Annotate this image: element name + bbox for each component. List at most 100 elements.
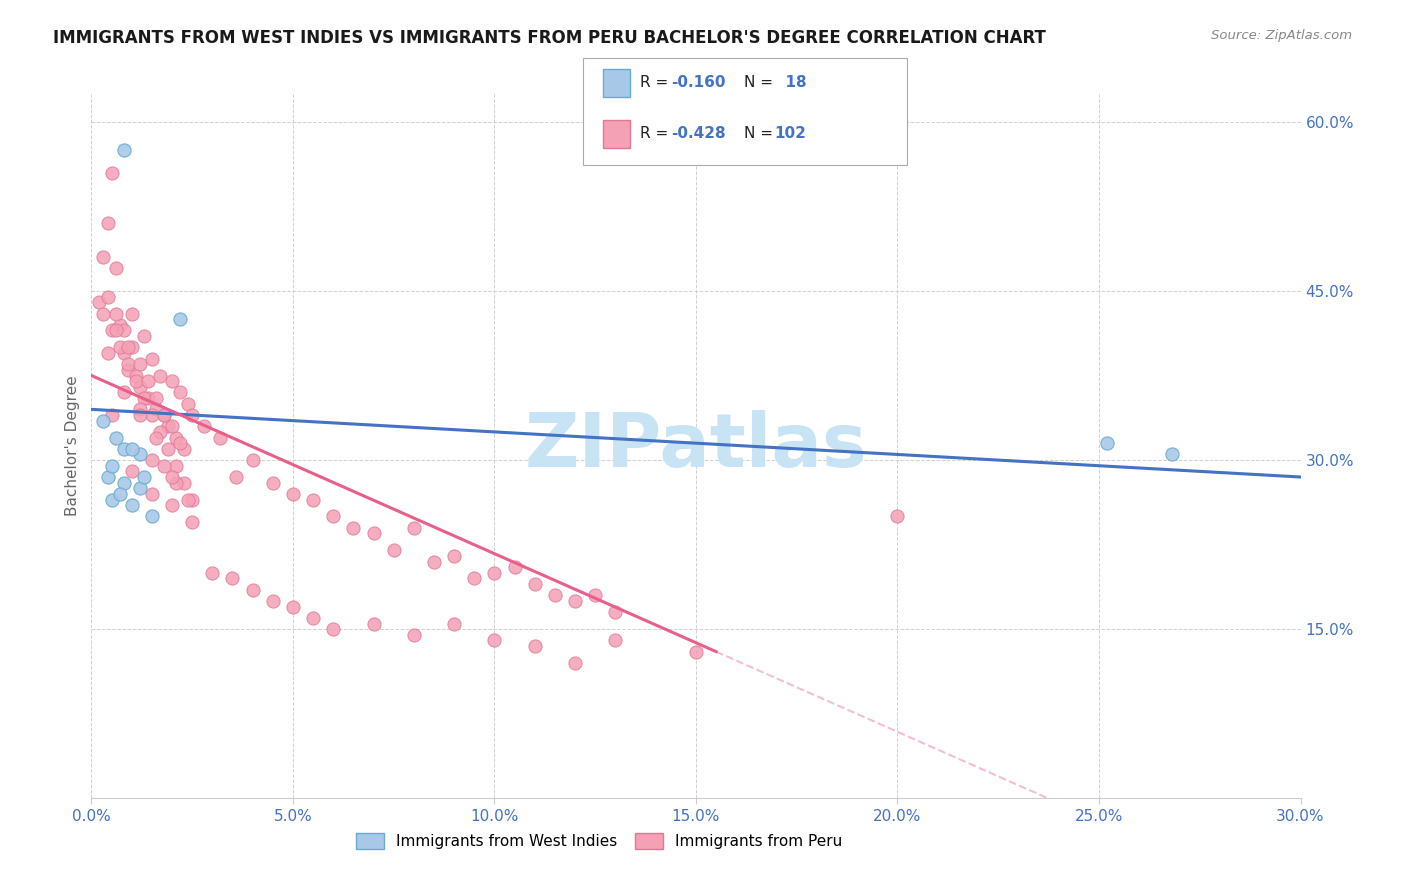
Point [96,470,118,484]
Text: IMMIGRANTS FROM WEST INDIES VS IMMIGRANTS FROM PERU BACHELOR'S DEGREE CORRELATIO: IMMIGRANTS FROM WEST INDIES VS IMMIGRANT… [53,29,1046,46]
Point [128,481,150,495]
Point [242,453,264,467]
Point [193,419,215,434]
Point [443,549,465,563]
Point [322,622,344,636]
Y-axis label: Bachelor's Degree: Bachelor's Degree [65,376,80,516]
Point [564,656,586,670]
Point [605,633,627,648]
Point [463,572,485,586]
Point [93,414,115,428]
Point [583,588,606,602]
Point [221,572,243,586]
Point [201,566,224,580]
Point [169,385,191,400]
Point [121,498,143,512]
Point [322,509,344,524]
Point [141,351,163,366]
Text: Source: ZipAtlas.com: Source: ZipAtlas.com [1212,29,1353,42]
Point [112,323,135,337]
Point [104,261,127,276]
Point [153,408,176,422]
Point [104,306,127,320]
Point [112,442,135,456]
Point [281,487,304,501]
Text: R =: R = [640,76,673,90]
Point [281,599,304,614]
Point [156,419,179,434]
Point [484,566,506,580]
Point [100,458,122,473]
Point [165,475,187,490]
Point [141,453,163,467]
Point [363,616,385,631]
Point [523,639,546,653]
Point [100,408,122,422]
Point [128,447,150,461]
Point [112,385,135,400]
Text: R =: R = [640,127,673,141]
Point [132,470,155,484]
Point [165,431,187,445]
Point [136,391,159,405]
Text: N =: N = [744,127,778,141]
Text: 18: 18 [775,76,806,90]
Point [342,521,364,535]
Point [225,470,247,484]
Point [125,368,148,383]
Point [128,408,150,422]
Point [160,419,183,434]
Point [136,374,159,388]
Point [121,340,143,354]
Point [402,521,425,535]
Point [685,645,707,659]
Point [423,555,446,569]
Point [93,306,115,320]
Point [382,543,405,558]
Point [100,165,122,179]
Point [141,509,163,524]
Point [544,588,567,602]
Point [302,492,325,507]
Point [141,487,163,501]
Text: 102: 102 [775,127,807,141]
Point [104,323,127,337]
Point [181,408,204,422]
Point [173,475,195,490]
Point [108,340,131,354]
Point [149,368,172,383]
Point [484,633,506,648]
Point [886,509,908,524]
Point [160,374,183,388]
Text: -0.428: -0.428 [671,127,725,141]
Point [605,605,627,619]
Point [181,492,204,507]
Point [169,312,191,326]
Point [121,306,143,320]
Point [89,295,111,310]
Point [564,594,586,608]
Point [149,425,172,439]
Point [177,492,200,507]
Point [173,442,195,456]
Point [100,323,122,337]
Point [503,560,526,574]
Point [262,594,284,608]
Point [242,582,264,597]
Point [156,442,179,456]
Point [100,492,122,507]
Point [177,397,200,411]
Point [169,436,191,450]
Point [108,318,131,332]
Point [132,391,155,405]
Point [112,143,135,157]
Point [104,431,127,445]
Point [117,363,139,377]
Point [160,498,183,512]
Point [117,357,139,371]
Point [402,628,425,642]
Point [153,408,176,422]
Point [145,402,167,417]
Point [145,431,167,445]
Point [160,470,183,484]
